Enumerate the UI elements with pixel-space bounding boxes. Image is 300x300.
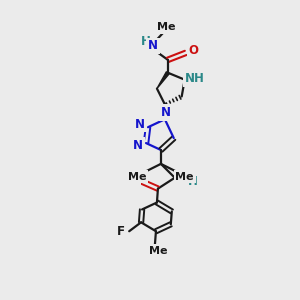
- Text: N: N: [181, 170, 191, 183]
- Text: N: N: [133, 139, 143, 152]
- Text: O: O: [189, 44, 199, 57]
- Text: N: N: [148, 40, 158, 52]
- Text: Me: Me: [149, 246, 167, 256]
- Polygon shape: [157, 72, 169, 88]
- Text: Me: Me: [176, 172, 194, 182]
- Text: H: H: [141, 34, 151, 47]
- Text: N: N: [161, 106, 171, 119]
- Text: Me: Me: [157, 22, 175, 32]
- Text: H: H: [188, 175, 197, 188]
- Text: NH: NH: [184, 72, 205, 85]
- Text: F: F: [117, 225, 125, 238]
- Text: N: N: [135, 118, 145, 131]
- Text: O: O: [129, 172, 139, 185]
- Text: Me: Me: [128, 172, 146, 182]
